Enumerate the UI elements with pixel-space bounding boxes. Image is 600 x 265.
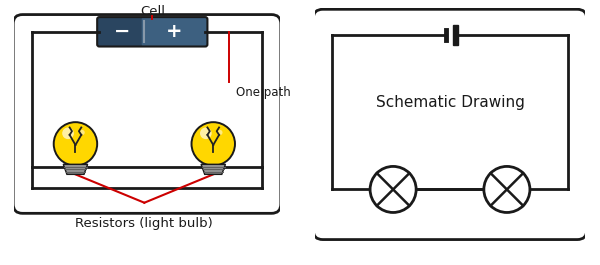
Polygon shape: [453, 25, 458, 45]
Text: Cell: Cell: [140, 5, 165, 19]
FancyBboxPatch shape: [97, 17, 146, 47]
Polygon shape: [63, 164, 88, 174]
Text: +: +: [166, 22, 183, 41]
Circle shape: [200, 127, 212, 139]
Text: Schematic Drawing: Schematic Drawing: [376, 95, 524, 110]
Circle shape: [484, 166, 530, 213]
Circle shape: [191, 122, 235, 166]
Circle shape: [54, 122, 97, 166]
Circle shape: [62, 127, 74, 139]
Text: One path: One path: [236, 86, 290, 99]
Text: Resistors (light bulb): Resistors (light bulb): [76, 217, 213, 231]
Circle shape: [217, 130, 223, 135]
Circle shape: [370, 166, 416, 213]
FancyBboxPatch shape: [142, 17, 208, 47]
Polygon shape: [201, 164, 226, 174]
Text: −: −: [115, 22, 131, 41]
Circle shape: [79, 130, 85, 135]
